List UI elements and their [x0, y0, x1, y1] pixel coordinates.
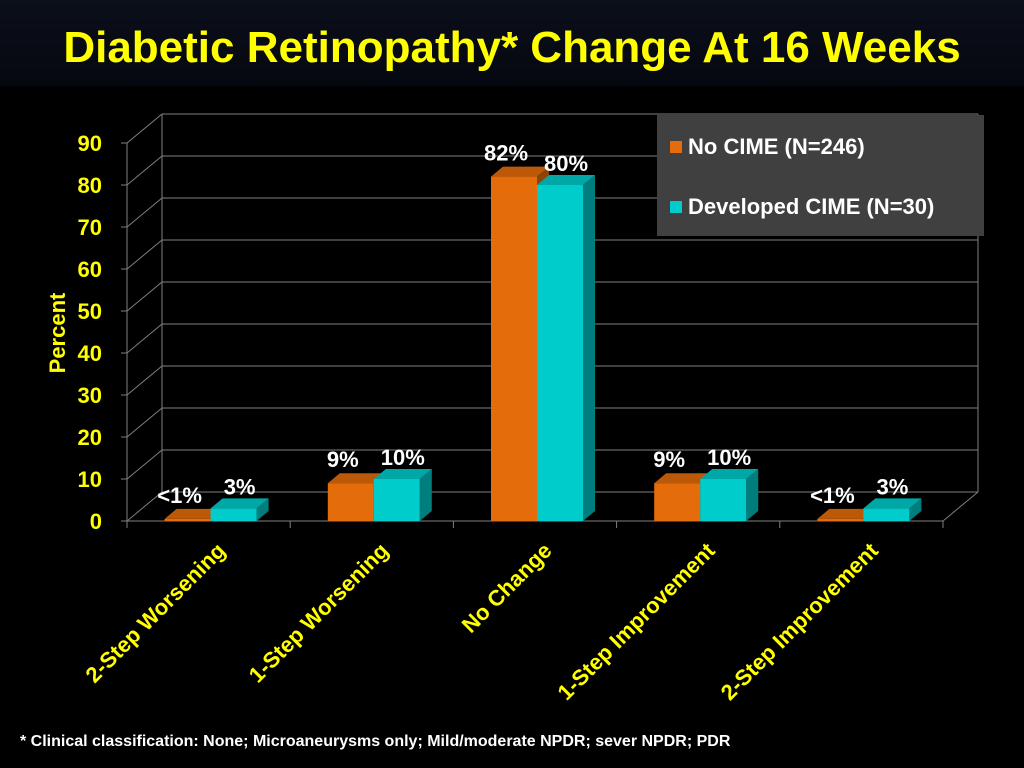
bar-1-3 — [700, 479, 747, 521]
gridline-side-1 — [126, 449, 163, 480]
gridline-side-7 — [126, 197, 163, 228]
data-label-0-2: 82% — [484, 141, 528, 166]
bar-chart: 0 10 20 30 40 50 60 70 80 90 Percent <1% 3% 2-Step Wo… — [45, 113, 979, 705]
data-label-1-0: 3% — [224, 474, 256, 499]
gridline-side-5 — [126, 281, 163, 312]
gridline-side-4 — [126, 323, 163, 354]
y-tick-label-3: 30 — [78, 383, 102, 408]
gridline-side-8 — [126, 155, 163, 186]
bar-0-0 — [164, 518, 211, 521]
data-label-1-4: 3% — [877, 474, 909, 499]
footnote: * Clinical classification: None; Microan… — [20, 733, 731, 750]
gridline-side-9 — [126, 113, 163, 144]
legend-swatch-no-cime — [670, 141, 682, 153]
bar-top-1-2 — [537, 175, 595, 185]
gridline-side-3 — [126, 365, 163, 396]
bar-1-1 — [373, 479, 420, 521]
x-tick-label-2: No Change — [457, 538, 557, 638]
gridline-side-0 — [126, 491, 163, 522]
page-title: Diabetic Retinopathy* Change At 16 Weeks — [63, 23, 961, 72]
data-label-0-1: 9% — [327, 447, 359, 472]
x-tick-label-3: 1-Step Improvement — [553, 537, 721, 705]
bar-1-4 — [863, 508, 910, 521]
bar-1-0 — [210, 508, 257, 521]
bar-top-0-1 — [327, 473, 386, 484]
gridline-side-2 — [126, 407, 163, 438]
data-label-0-3: 9% — [653, 447, 685, 472]
data-label-1-2: 80% — [544, 151, 588, 176]
y-tick-label-0: 0 — [90, 509, 102, 534]
bar-top-0-4 — [817, 508, 876, 519]
bar-top-0-0 — [164, 508, 223, 519]
data-label-1-1: 10% — [381, 445, 425, 470]
bar-side-1-3 — [746, 469, 759, 521]
bar-side-1-2 — [583, 175, 595, 521]
y-tick-label-4: 40 — [78, 341, 102, 366]
x-tick-label-4: 2-Step Improvement — [716, 537, 884, 705]
bar-side-1-0 — [256, 498, 269, 521]
y-tick-label-5: 50 — [78, 299, 102, 324]
bar-0-1 — [327, 483, 374, 521]
bar-side-1-1 — [419, 469, 432, 521]
bar-side-1-4 — [909, 498, 922, 521]
legend-label-developed-cime: Developed CIME (N=30) — [688, 194, 935, 219]
legend-label-no-cime: No CIME (N=246) — [688, 134, 865, 159]
title-band — [0, 0, 1024, 86]
bar-top-1-1 — [373, 469, 432, 479]
bar-top-1-3 — [700, 469, 759, 479]
y-tick-label-8: 80 — [78, 173, 102, 198]
bar-0-2 — [491, 176, 537, 521]
y-tick-label-6: 60 — [78, 257, 102, 282]
chart-legend: No CIME (N=246) Developed CIME (N=30) — [657, 115, 984, 236]
legend-item-developed-cime: Developed CIME (N=30) — [670, 194, 934, 220]
x-tick-label-1: 1-Step Worsening — [244, 538, 394, 688]
y-axis-label: Percent — [45, 292, 70, 373]
bar-0-4 — [817, 518, 864, 521]
y-tick-label-9: 90 — [78, 131, 102, 156]
gridline-side-6 — [126, 239, 163, 270]
x-tick-label-0: 2-Step Worsening — [80, 538, 230, 688]
data-label-0-4: <1% — [810, 483, 855, 508]
bar-top-0-3 — [654, 473, 713, 484]
bar-top-1-0 — [210, 498, 269, 509]
legend-swatch-developed-cime — [670, 201, 682, 213]
floor-right-edge — [942, 491, 979, 522]
y-tick-label-7: 70 — [78, 215, 102, 240]
y-tick-label-2: 20 — [78, 425, 102, 450]
bar-0-3 — [654, 483, 701, 521]
bar-1-2 — [537, 185, 583, 521]
legend-item-no-cime: No CIME (N=246) — [670, 134, 865, 160]
data-label-0-0: <1% — [157, 483, 202, 508]
bar-top-1-4 — [863, 498, 922, 509]
data-label-1-3: 10% — [707, 445, 751, 470]
y-tick-label-1: 10 — [78, 467, 102, 492]
bar-top-0-2 — [491, 166, 549, 177]
